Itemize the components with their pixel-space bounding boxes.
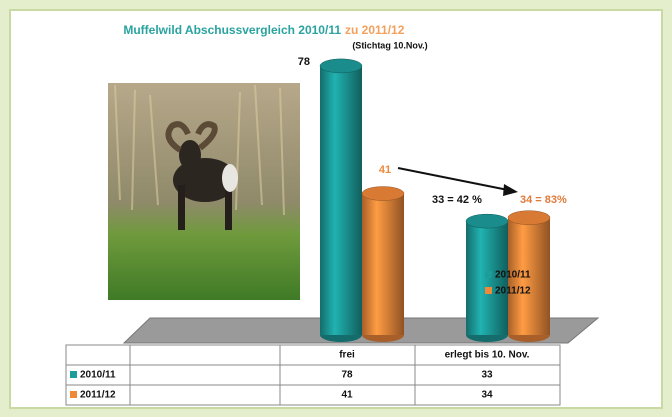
photo bbox=[108, 83, 300, 300]
bar bbox=[362, 194, 404, 335]
table-header: erlegt bis 10. Nov. bbox=[445, 350, 530, 361]
legend-swatch bbox=[485, 271, 492, 278]
table-cell: 33 bbox=[481, 370, 493, 381]
table-header: frei bbox=[339, 350, 355, 361]
table-swatch bbox=[70, 391, 77, 398]
table-row-label: 2011/12 bbox=[80, 390, 116, 401]
bar-cap bbox=[320, 59, 362, 73]
legend-label: 2011/12 bbox=[495, 286, 531, 297]
bar-cap bbox=[466, 214, 508, 228]
chart-subtitle: (Stichtag 10.Nov.) bbox=[352, 40, 427, 50]
table-cell: 78 bbox=[341, 370, 353, 381]
table-row-label: 2010/11 bbox=[80, 370, 116, 381]
table-cell: 41 bbox=[341, 390, 353, 401]
bar-cap bbox=[508, 211, 550, 225]
data-label: 78 bbox=[298, 56, 310, 68]
chart: Muffelwild Abschussvergleich 2010/11 zu … bbox=[0, 0, 672, 417]
data-label: 33 = 42 % bbox=[432, 194, 482, 206]
legend-label: 2010/11 bbox=[495, 270, 531, 281]
data-label: 34 = 83% bbox=[520, 194, 567, 206]
table-swatch bbox=[70, 371, 77, 378]
data-label: 41 bbox=[379, 164, 391, 176]
legend-swatch bbox=[485, 287, 492, 294]
bar bbox=[320, 66, 362, 335]
table-cell: 34 bbox=[481, 390, 493, 401]
chart-title: Muffelwild Abschussvergleich 2010/11 bbox=[123, 23, 341, 37]
bar-cap bbox=[362, 187, 404, 201]
chart-title-suffix: zu 2011/12 bbox=[345, 23, 405, 37]
